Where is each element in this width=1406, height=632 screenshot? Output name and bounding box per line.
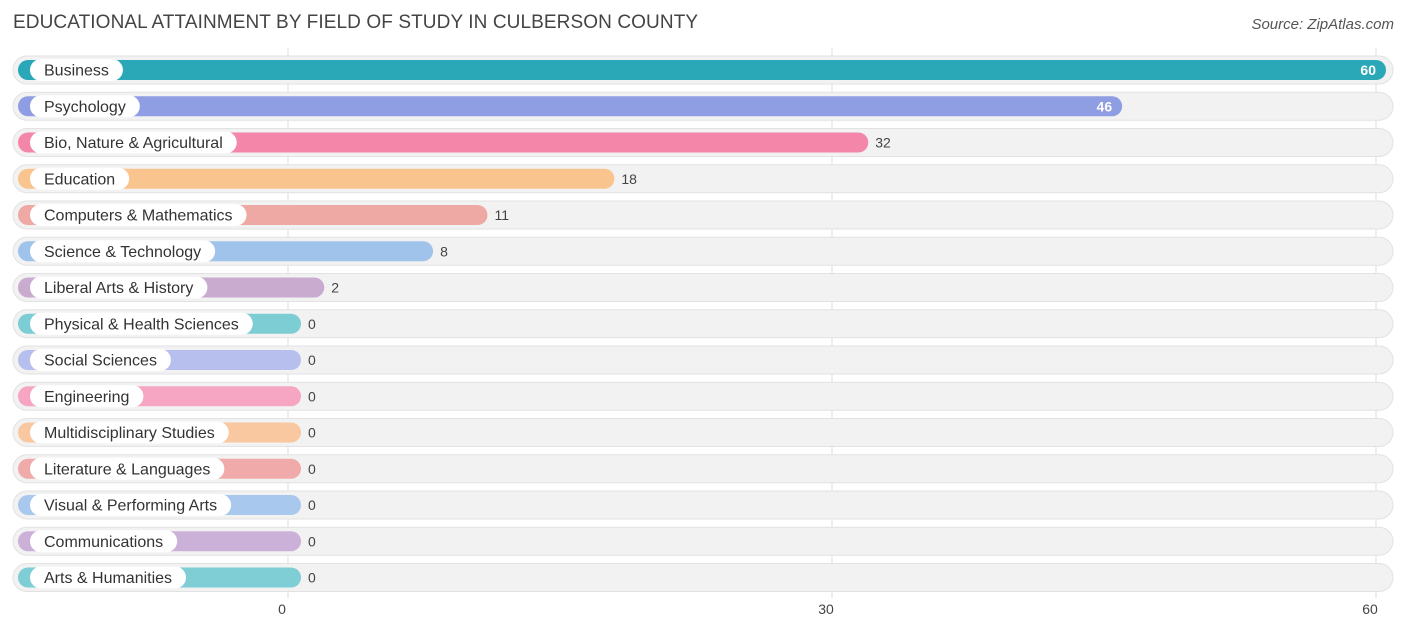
category-label: Physical & Health Sciences — [44, 316, 239, 333]
category-label: Education — [44, 171, 115, 188]
value-label: 0 — [308, 497, 316, 513]
bar-track — [12, 563, 1394, 592]
category-label: Communications — [44, 534, 163, 551]
category-label-bg — [30, 131, 237, 154]
x-tick-label: 60 — [1362, 601, 1378, 617]
value-label: 0 — [308, 425, 316, 441]
x-tick-label: 0 — [278, 601, 286, 617]
category-label-bg — [30, 240, 216, 263]
category-label: Visual & Performing Arts — [44, 498, 217, 515]
category-label-bg — [30, 276, 208, 299]
category-label-bg — [30, 385, 144, 408]
category-label: Liberal Arts & History — [44, 280, 193, 297]
bar-track — [12, 273, 1394, 302]
category-label-bg — [30, 312, 253, 335]
bar-track — [12, 418, 1394, 447]
value-label: 0 — [308, 316, 316, 332]
category-label: Psychology — [44, 99, 126, 116]
value-label: 18 — [621, 171, 637, 187]
value-label: 0 — [308, 352, 316, 368]
value-label: 46 — [1097, 98, 1113, 114]
category-label-bg — [30, 95, 140, 118]
category-label-bg — [30, 566, 187, 589]
bar-track — [12, 490, 1394, 520]
bar — [18, 168, 615, 189]
category-label: Social Sciences — [44, 353, 157, 370]
bar — [18, 60, 1386, 80]
x-tick-label: 30 — [818, 601, 834, 617]
x-axis-ticks: 0 30 60 — [278, 601, 1378, 617]
value-label: 60 — [1360, 62, 1376, 78]
category-label: Engineering — [44, 389, 129, 406]
value-label: 8 — [440, 243, 448, 259]
value-label: 0 — [308, 533, 316, 549]
bar-track — [12, 526, 1394, 556]
category-label-bg — [30, 421, 229, 444]
category-label: Literature & Languages — [44, 461, 210, 478]
bar — [18, 96, 1123, 117]
bar-track — [12, 345, 1394, 375]
chart-title: EDUCATIONAL ATTAINMENT BY FIELD OF STUDY… — [13, 12, 699, 33]
bars: Business 60 Psychology 46 Bio, Nature & Agri… — [18, 59, 1386, 589]
source-label: Source: ZipAtlas.com — [1251, 16, 1394, 33]
category-label-bg — [30, 349, 171, 371]
category-label: Arts & Humanities — [44, 570, 172, 587]
category-label-bg — [30, 457, 225, 480]
value-label: 0 — [308, 570, 316, 586]
value-label: 32 — [875, 135, 891, 151]
value-label: 11 — [494, 207, 509, 223]
bar-track — [12, 381, 1394, 411]
value-label: 2 — [331, 280, 339, 296]
bar-track — [12, 309, 1394, 339]
category-label: Science & Technology — [44, 244, 201, 261]
value-label: 0 — [308, 461, 316, 477]
category-label-bg — [30, 530, 178, 553]
category-label: Multidisciplinary Studies — [44, 425, 215, 442]
bar-track — [12, 454, 1394, 484]
value-label: 0 — [308, 388, 316, 404]
category-label-bg — [30, 59, 123, 81]
category-label-bg — [30, 494, 232, 516]
category-label: Computers & Mathematics — [44, 208, 233, 225]
category-label: Bio, Nature & Agricultural — [44, 135, 223, 152]
category-label-bg — [30, 204, 247, 226]
category-label: Business — [44, 63, 109, 80]
category-label-bg — [30, 167, 130, 190]
